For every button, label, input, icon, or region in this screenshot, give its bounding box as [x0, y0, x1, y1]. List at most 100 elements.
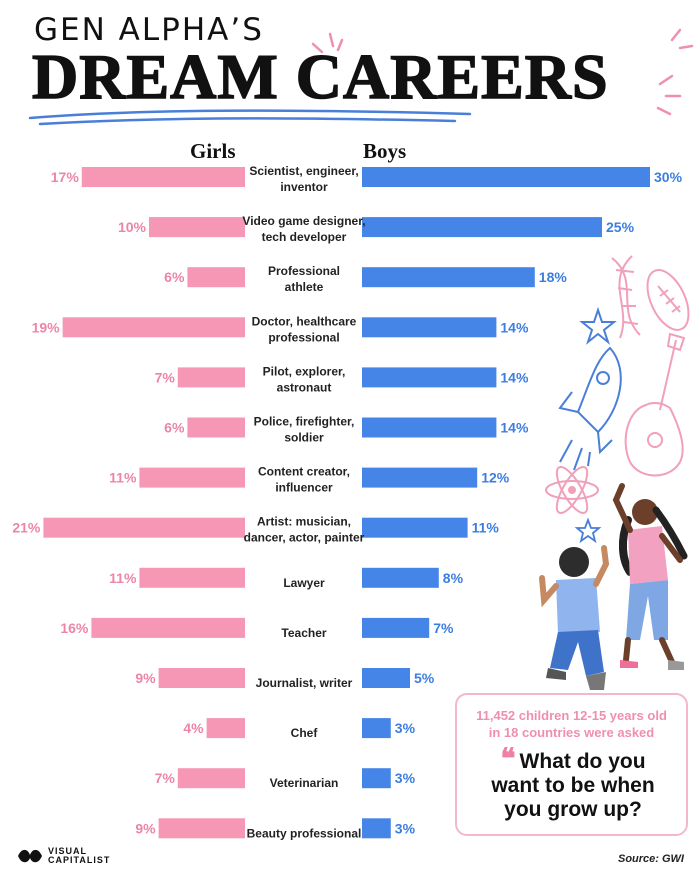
category-label: astronaut	[277, 380, 332, 394]
boys-value-label: 18%	[539, 269, 568, 285]
logo-text: VISUAL CAPITALIST	[48, 847, 110, 865]
category-label: Doctor, healthcare	[252, 314, 357, 328]
title-line-2: DREAM CAREERS	[31, 40, 609, 113]
survey-note: 11,452 children 12-15 years old in 18 co…	[457, 707, 686, 741]
boys-value-label: 14%	[500, 420, 529, 436]
quote-icon: ❝	[500, 742, 516, 775]
visual-capitalist-logo: VISUAL CAPITALIST	[16, 845, 110, 867]
girls-bar	[177, 367, 245, 388]
boys-bar	[362, 417, 497, 438]
girls-bar	[149, 217, 245, 238]
category-label: Content creator,	[258, 465, 350, 479]
category-label: Professional	[268, 264, 340, 278]
underline-scribble	[28, 109, 472, 126]
boys-bar	[362, 367, 497, 388]
girls-bar	[139, 567, 245, 588]
category-label: Teacher	[281, 626, 326, 640]
girls-value-label: 11%	[109, 570, 137, 586]
question-line-2: want to be when	[491, 774, 655, 797]
category-label: soldier	[284, 431, 324, 445]
boys-bar	[362, 517, 468, 538]
girls-bar	[177, 768, 245, 789]
girls-value-label: 11%	[109, 470, 137, 486]
source-note: Source: GWI	[617, 853, 684, 865]
girls-value-label: 16%	[60, 620, 89, 636]
girl-figure	[612, 483, 688, 670]
boys-value-label: 5%	[414, 670, 435, 686]
atom-icon	[545, 466, 599, 514]
boys-bar	[362, 668, 410, 688]
boys-bar	[362, 567, 439, 588]
boys-bar	[362, 467, 478, 488]
boys-value-label: 14%	[500, 369, 529, 385]
girls-bar	[91, 617, 246, 638]
category-label: Veterinarian	[270, 776, 339, 790]
girls-bar	[187, 417, 245, 438]
boys-value-label: 8%	[443, 570, 464, 586]
category-label: Video game designer,	[242, 214, 365, 228]
football-icon	[646, 269, 690, 331]
category-label: dancer, actor, painter	[244, 531, 365, 545]
girls-value-label: 6%	[164, 269, 185, 285]
survey-note-line-2: in 18 countries were asked	[488, 725, 655, 740]
boys-bar	[362, 317, 497, 338]
category-label: influencer	[275, 481, 333, 495]
girls-bar	[206, 718, 245, 739]
girls-bar	[139, 467, 245, 488]
boys-bar	[362, 167, 650, 187]
boys-value-label: 7%	[433, 620, 454, 636]
category-label: athlete	[285, 280, 324, 294]
logo-line-1: VISUAL	[48, 846, 88, 856]
category-label: Pilot, explorer,	[263, 364, 346, 378]
boys-value-label: 14%	[500, 319, 529, 335]
boys-value-label: 3%	[395, 820, 416, 836]
star-icon	[579, 306, 617, 345]
boys-bar	[362, 768, 391, 789]
boys-value-label: 3%	[395, 720, 416, 736]
girls-bar	[81, 167, 245, 187]
girls-value-label: 9%	[135, 820, 156, 836]
category-label: Scientist, engineer,	[249, 164, 358, 178]
girls-value-label: 7%	[155, 770, 176, 786]
girls-value-label: 4%	[183, 720, 204, 736]
title-line-1: GEN ALPHA’S	[34, 12, 264, 48]
question-line-3: you grow up?	[504, 798, 642, 821]
girls-value-label: 9%	[135, 670, 156, 686]
girls-bar	[43, 517, 246, 538]
children-illustration	[539, 483, 688, 690]
category-label: tech developer	[262, 230, 347, 244]
girls-value-label: 17%	[51, 169, 80, 185]
boys-value-label: 3%	[395, 770, 416, 786]
category-label: professional	[268, 330, 339, 344]
boy-figure	[539, 545, 610, 690]
girls-value-label: 21%	[12, 520, 41, 536]
girls-value-label: 10%	[118, 219, 147, 235]
category-label: Journalist, writer	[256, 676, 353, 690]
girls-bar	[62, 317, 245, 338]
category-label: Police, firefighter,	[254, 415, 355, 429]
boys-value-label: 30%	[654, 169, 683, 185]
girls-bar	[158, 818, 245, 839]
boys-value-label: 11%	[472, 520, 500, 536]
survey-note-line-1: 11,452 children 12-15 years old	[476, 708, 667, 723]
survey-info-box: 11,452 children 12-15 years old in 18 co…	[455, 693, 688, 836]
boys-value-label: 25%	[606, 219, 635, 235]
question-line-1: What do you	[519, 750, 646, 773]
girls-bar	[187, 267, 245, 288]
girls-bar	[158, 668, 245, 688]
girls-value-label: 19%	[32, 319, 61, 335]
category-label: Beauty professional	[247, 826, 362, 840]
boys-bar	[362, 267, 535, 288]
boys-bar	[362, 617, 430, 638]
boys-value-label: 12%	[481, 470, 510, 486]
rocket-icon	[558, 346, 622, 471]
sparkle-left-icon	[311, 32, 344, 54]
category-label: Chef	[291, 726, 319, 740]
dna-icon	[611, 255, 641, 339]
boys-bar	[362, 217, 602, 238]
sparkle-top-right-icon	[670, 28, 694, 50]
girls-value-label: 6%	[164, 420, 185, 436]
logo-line-2: CAPITALIST	[48, 855, 111, 865]
category-label: Lawyer	[283, 576, 325, 590]
